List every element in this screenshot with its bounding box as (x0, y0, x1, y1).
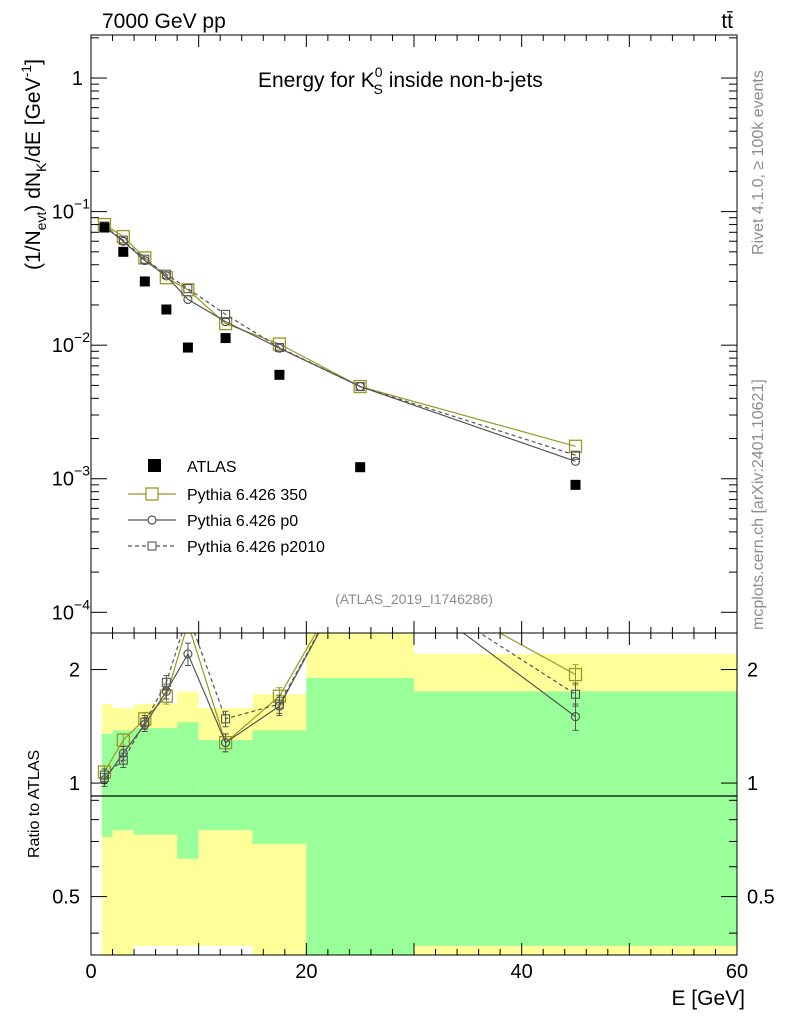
mc-line (104, 224, 576, 447)
y-tick-label: 10−2 (52, 329, 90, 357)
ratio-band-inner (414, 691, 737, 946)
ratio-point (354, 550, 366, 562)
ratio-point (568, 667, 583, 682)
header-process: tt̄ (721, 10, 733, 33)
plot-title: Energy for K0 S inside non-b-jets (258, 64, 543, 97)
x-tick-label: 0 (85, 961, 96, 983)
ratio-y-tick-label: 1 (69, 773, 80, 795)
atlas-point (355, 462, 366, 473)
ratio-point (118, 755, 128, 765)
legend-py350-marker (145, 487, 159, 501)
mc-point (570, 450, 581, 460)
ratio-band-inner (101, 733, 113, 837)
mc-point (568, 439, 583, 453)
legend-pyp2010-label: Pythia 6.426 p2010 (187, 539, 325, 556)
y-axis-label: (1/Nevt) dNK/dE [GeV-1] (18, 59, 49, 270)
analysis-label: (ATLAS_2019_I1746286) (335, 591, 493, 607)
ratio-y-tick-label-right: 0.5 (747, 887, 775, 909)
legend-atlas-marker (148, 459, 161, 472)
ratio-series (97, 550, 583, 787)
ratio-y-label: Ratio to ATLAS (26, 750, 43, 858)
atlas-point (161, 304, 172, 315)
mcplots-label: mcplots.cern.ch [arXiv:2401.10621] (750, 379, 767, 630)
ratio-point (220, 738, 231, 748)
y-tick-label: 1 (72, 68, 83, 90)
y-tick-label: 10−3 (52, 463, 90, 491)
ratio-point (182, 617, 194, 629)
mc-point (138, 251, 152, 265)
main-panel: 1 10−1 10−2 10−3 10−4 Energy for K0 S inside … (18, 34, 738, 634)
y-tick-label: 10−4 (52, 596, 90, 624)
ratio-point (570, 712, 581, 722)
mc-point (353, 379, 367, 394)
x-tick-label: 40 (511, 961, 533, 983)
ratio-y-tick-label-right: 1 (747, 773, 758, 795)
atlas-point (570, 479, 581, 490)
ratio-point (184, 610, 192, 618)
main-series (97, 217, 583, 490)
mc-point (220, 317, 231, 327)
mc-point (183, 294, 193, 305)
mc-point (140, 254, 150, 264)
legend-py350-label: Pythia 6.426 350 (187, 487, 307, 504)
legend-pyp0-label: Pythia 6.426 p0 (187, 513, 298, 530)
ratio-band-inner (134, 727, 178, 835)
legend-pyp0-marker (147, 515, 157, 525)
header-energy: 7000 GeV pp (102, 10, 226, 33)
ratio-line (103, 633, 576, 773)
atlas-point (118, 246, 129, 257)
ratio-y-tick-label: 2 (69, 660, 80, 682)
ratio-point (356, 552, 364, 560)
ratio-band-inner (252, 730, 307, 844)
ratio-point (221, 714, 231, 724)
atlas-point (99, 222, 110, 233)
ratio-band-inner (306, 677, 414, 955)
ratio-point (570, 689, 581, 699)
ratio-line (104, 633, 576, 776)
mc-point (570, 456, 581, 466)
ratio-point (140, 717, 150, 727)
ratio-point (356, 552, 364, 560)
x-tick-label: 60 (726, 961, 748, 983)
ratio-point (274, 699, 284, 709)
ratio-point (161, 677, 171, 687)
rivet-label: Rivet 4.1.0, ≥ 100k events (750, 70, 767, 255)
ratio-band-inner (177, 722, 199, 859)
atlas-point (274, 369, 285, 380)
mc-line (104, 225, 576, 456)
y-tick-label: 10−1 (52, 196, 90, 224)
mc-point (355, 382, 365, 392)
mc-point (161, 269, 171, 279)
ratio-bands (101, 633, 737, 955)
legend-atlas-label: ATLAS (187, 459, 237, 476)
ratio-panel: 2 2 1 1 0.5 0.5 0 20 40 60 Ratio to ATLAS E [GeV] (26, 550, 775, 1010)
mc-point (221, 309, 231, 319)
atlas-point (139, 276, 150, 287)
legend-pyp2010-marker (147, 541, 157, 551)
ratio-band-inner (112, 730, 135, 831)
legend: ATLAS Pythia 6.426 350 Pythia 6.426 p0 P… (128, 459, 325, 556)
atlas-point (220, 333, 231, 344)
atlas-point (182, 342, 193, 353)
x-axis-label: E [GeV] (671, 987, 745, 1010)
x-tick-label: 20 (295, 961, 317, 983)
ratio-point (183, 649, 193, 659)
mc-point (118, 235, 128, 245)
main-ticks: 1 10−1 10−2 10−3 10−4 (52, 35, 738, 633)
mc-point (274, 342, 284, 353)
ratio-point (99, 770, 110, 780)
mc-point (183, 284, 193, 294)
ratio-y-tick-label-right: 2 (747, 660, 758, 682)
ratio-y-tick-label: 0.5 (52, 887, 80, 909)
ratio-band-inner (198, 740, 253, 831)
ratio-ticks: 2 2 1 1 0.5 0.5 0 20 40 60 (52, 633, 775, 983)
